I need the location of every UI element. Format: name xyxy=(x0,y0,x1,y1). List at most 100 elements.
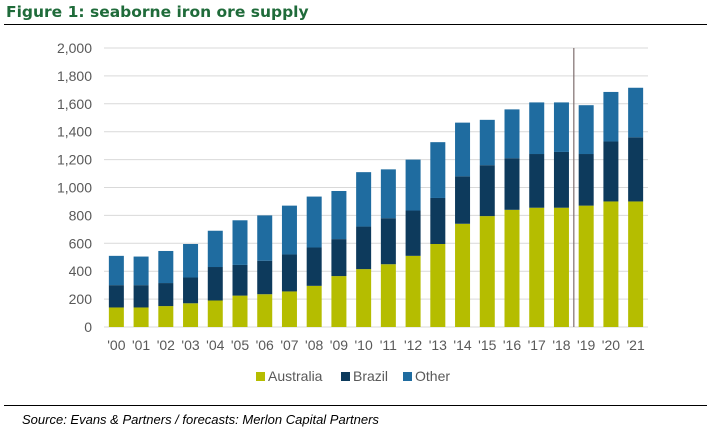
x-tick-label: '18 xyxy=(552,337,570,353)
bar-other-4 xyxy=(207,230,223,268)
bar-australia-8 xyxy=(306,285,322,327)
bar-brazil-17 xyxy=(529,154,545,208)
x-tick-label: '05 xyxy=(231,337,249,353)
bar-brazil-21 xyxy=(628,137,644,202)
x-tick-label: '12 xyxy=(404,337,422,353)
source-note: Source: Evans & Partners / forecasts: Me… xyxy=(22,412,379,427)
x-tick-label: '07 xyxy=(280,337,298,353)
bar-brazil-6 xyxy=(257,260,273,295)
bar-australia-10 xyxy=(356,269,372,327)
x-tick-label: '11 xyxy=(380,337,397,353)
bar-australia-2 xyxy=(158,306,174,327)
legend-label-other: Other xyxy=(415,368,450,384)
bar-other-13 xyxy=(430,142,446,198)
bar-brazil-11 xyxy=(380,218,396,265)
bar-other-2 xyxy=(158,250,174,284)
bar-other-12 xyxy=(405,159,421,211)
legend-swatch-australia xyxy=(256,372,265,381)
bar-brazil-9 xyxy=(331,239,347,277)
bar-other-10 xyxy=(356,172,372,227)
y-tick-label: 200 xyxy=(69,291,93,307)
bar-brazil-7 xyxy=(281,254,297,292)
stacked-bar-chart: 0 200 400 600 800 1,000 1,200 1,400 1,600 1,800 2,… xyxy=(57,40,648,384)
bar-other-16 xyxy=(504,109,520,159)
bar-australia-19 xyxy=(578,205,594,327)
bar-australia-4 xyxy=(207,300,223,327)
x-tick-label: '01 xyxy=(132,337,150,353)
x-tick-label: '06 xyxy=(256,337,274,353)
bar-australia-14 xyxy=(455,223,471,327)
bar-brazil-3 xyxy=(183,277,199,304)
bar-brazil-8 xyxy=(306,247,322,286)
bar-australia-6 xyxy=(257,294,273,327)
y-tick-label: 1,200 xyxy=(57,152,92,168)
x-tick-label: '00 xyxy=(107,337,125,353)
bar-brazil-4 xyxy=(207,267,223,301)
x-tick-label: '04 xyxy=(206,337,224,353)
legend-label-brazil: Brazil xyxy=(353,368,388,384)
legend: Australia Brazil Other xyxy=(256,368,450,384)
bar-brazil-1 xyxy=(133,285,149,308)
bar-australia-11 xyxy=(380,264,396,327)
x-tick-label: '10 xyxy=(355,337,373,353)
x-tick-label: '21 xyxy=(627,337,645,353)
x-tick-label: '09 xyxy=(330,337,348,353)
y-tick-label: 2,000 xyxy=(57,40,92,56)
x-tick-label: '13 xyxy=(429,337,447,353)
bar-other-17 xyxy=(529,102,545,155)
x-tick-label: '03 xyxy=(181,337,199,353)
x-tick-label: '14 xyxy=(453,337,471,353)
bar-brazil-2 xyxy=(158,283,174,307)
bar-australia-5 xyxy=(232,295,248,327)
bar-australia-16 xyxy=(504,209,520,327)
bar-australia-18 xyxy=(553,207,569,327)
bar-other-5 xyxy=(232,220,248,265)
top-rule xyxy=(4,24,707,25)
bar-brazil-12 xyxy=(405,210,421,256)
legend-swatch-other xyxy=(403,372,412,381)
bar-australia-3 xyxy=(183,303,199,327)
bar-brazil-15 xyxy=(479,165,495,217)
bar-other-1 xyxy=(133,256,149,286)
bar-brazil-14 xyxy=(455,176,471,224)
bar-other-15 xyxy=(479,119,495,166)
bar-other-0 xyxy=(108,255,124,286)
bar-other-20 xyxy=(603,91,619,142)
bar-other-21 xyxy=(628,87,644,138)
x-tick-label: '20 xyxy=(602,337,620,353)
y-tick-label: 400 xyxy=(69,263,93,279)
bar-other-7 xyxy=(281,205,297,255)
bar-australia-13 xyxy=(430,243,446,327)
bar-brazil-20 xyxy=(603,141,619,202)
y-tick-label: 600 xyxy=(69,235,93,251)
bar-other-9 xyxy=(331,190,347,240)
bar-australia-17 xyxy=(529,207,545,327)
y-axis-ticks: 0 200 400 600 800 1,000 1,200 1,400 1,600 1,800 2,… xyxy=(57,40,92,335)
y-tick-label: 800 xyxy=(69,207,93,223)
x-tick-label: '08 xyxy=(305,337,323,353)
bar-brazil-5 xyxy=(232,264,248,296)
bar-brazil-10 xyxy=(356,226,372,270)
bar-other-6 xyxy=(257,215,273,261)
bar-other-14 xyxy=(455,122,471,177)
y-tick-label: 1,800 xyxy=(57,68,92,84)
x-axis-ticks: '00 '01 '02 '03 '04 '05 '06 '07 '08 '09 '10 '11 '12 '… xyxy=(107,337,645,353)
bar-other-19 xyxy=(578,105,594,155)
bar-australia-7 xyxy=(281,291,297,327)
bar-australia-12 xyxy=(405,255,421,327)
figure-title: Figure 1: seaborne iron ore supply xyxy=(6,3,309,21)
x-tick-label: '19 xyxy=(577,337,595,353)
bar-australia-15 xyxy=(479,216,495,327)
bar-other-18 xyxy=(553,102,569,152)
bottom-rule xyxy=(4,405,707,406)
y-tick-label: 1,000 xyxy=(57,180,92,196)
bar-australia-9 xyxy=(331,276,347,327)
x-tick-label: '16 xyxy=(503,337,521,353)
bar-australia-21 xyxy=(628,201,644,327)
bar-other-3 xyxy=(183,243,199,278)
x-tick-label: '15 xyxy=(478,337,496,353)
x-tick-label: '02 xyxy=(157,337,175,353)
bar-brazil-13 xyxy=(430,197,446,244)
y-tick-label: 1,400 xyxy=(57,124,92,140)
bar-australia-0 xyxy=(108,307,124,327)
